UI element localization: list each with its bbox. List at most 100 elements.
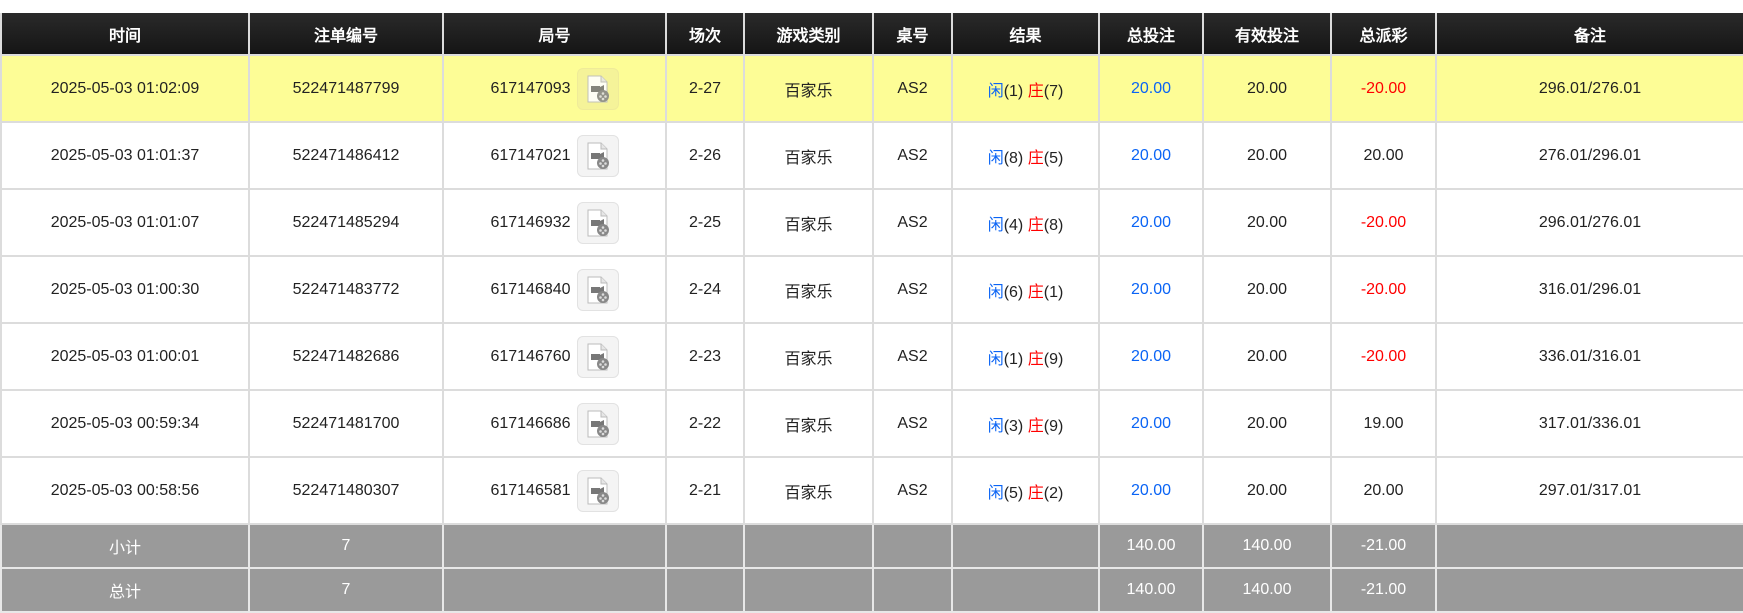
banker-score: (8) — [1043, 216, 1064, 234]
banker-label: 庄 — [1027, 149, 1044, 167]
summary-payout: -21.00 — [1330, 567, 1437, 613]
cell-round-id: 617147093 — [442, 54, 667, 123]
cell-table-no: AS2 — [872, 121, 953, 190]
cell-result: 闲(4) 庄(8) — [951, 188, 1100, 257]
column-header-session: 场次 — [665, 13, 745, 56]
cell-bet-id: 522471485294 — [248, 188, 444, 257]
cell-bet-id: 522471480307 — [248, 456, 444, 525]
cell-round-id: 617147021 — [442, 121, 667, 190]
video-file-icon[interactable] — [576, 402, 619, 445]
cell-result: 闲(1) 庄(7) — [951, 54, 1100, 123]
cell-session: 2-23 — [665, 322, 745, 391]
summary-empty-cell — [665, 523, 745, 569]
cell-valid-bet: 20.00 — [1202, 121, 1332, 190]
cell-valid-bet: 20.00 — [1202, 54, 1332, 123]
cell-time: 2025-05-03 00:58:56 — [0, 456, 250, 525]
cell-payout: -20.00 — [1330, 322, 1437, 391]
banker-label: 庄 — [1027, 350, 1044, 368]
cell-total-bet: 20.00 — [1098, 322, 1204, 391]
cell-time: 2025-05-03 01:01:37 — [0, 121, 250, 190]
cell-table-no: AS2 — [872, 54, 953, 123]
summary-empty-cell — [872, 523, 953, 569]
player-score: (1) — [1003, 82, 1024, 100]
summary-label: 总计 — [0, 567, 250, 613]
cell-bet-id: 522471481700 — [248, 389, 444, 458]
player-label: 闲 — [987, 149, 1004, 167]
cell-payout: 20.00 — [1330, 121, 1437, 190]
summary-valid-bet: 140.00 — [1202, 523, 1332, 569]
video-file-icon[interactable] — [576, 134, 619, 177]
banker-score: (9) — [1043, 350, 1064, 368]
cell-payout: 19.00 — [1330, 389, 1437, 458]
summary-payout: -21.00 — [1330, 523, 1437, 569]
player-score: (8) — [1003, 149, 1024, 167]
column-header-total-payout: 总派彩 — [1330, 13, 1437, 56]
total-row: 总计 7 140.00 140.00 -21.00 — [0, 567, 1743, 613]
column-header-game-type: 游戏类别 — [743, 13, 874, 56]
cell-total-bet: 20.00 — [1098, 456, 1204, 525]
cell-note: 297.01/317.01 — [1435, 456, 1743, 525]
banker-score: (9) — [1043, 417, 1064, 435]
cell-payout: -20.00 — [1330, 255, 1437, 324]
round-id: 617146581 — [490, 481, 571, 499]
cell-total-bet: 20.00 — [1098, 389, 1204, 458]
cell-payout: -20.00 — [1330, 188, 1437, 257]
cell-time: 2025-05-03 01:00:01 — [0, 322, 250, 391]
round-id: 617146840 — [490, 280, 571, 298]
summary-count: 7 — [248, 567, 444, 613]
cell-game-type: 百家乐 — [743, 389, 874, 458]
summary-empty-cell — [1435, 523, 1743, 569]
cell-time: 2025-05-03 00:59:34 — [0, 389, 250, 458]
cell-result: 闲(6) 庄(1) — [951, 255, 1100, 324]
banker-label: 庄 — [1027, 283, 1044, 301]
cell-valid-bet: 20.00 — [1202, 188, 1332, 257]
banker-label: 庄 — [1027, 484, 1044, 502]
subtotal-row: 小计 7 140.00 140.00 -21.00 — [0, 523, 1743, 569]
summary-total-bet: 140.00 — [1098, 523, 1204, 569]
cell-payout: 20.00 — [1330, 456, 1437, 525]
cell-game-type: 百家乐 — [743, 54, 874, 123]
video-file-icon[interactable] — [576, 268, 619, 311]
table-row: 2025-05-03 01:00:01 522471482686 617146760… — [0, 322, 1743, 391]
cell-table-no: AS2 — [872, 188, 953, 257]
banker-score: (7) — [1043, 82, 1064, 100]
player-score: (1) — [1003, 350, 1024, 368]
cell-round-id: 617146581 — [442, 456, 667, 525]
cell-session: 2-25 — [665, 188, 745, 257]
table-row: 2025-05-03 01:02:09 522471487799 617147093… — [0, 54, 1743, 123]
column-header-bet-id: 注单编号 — [248, 13, 444, 56]
column-header-valid-bet: 有效投注 — [1202, 13, 1332, 56]
video-file-icon[interactable] — [576, 335, 619, 378]
video-file-icon[interactable] — [576, 201, 619, 244]
table-row: 2025-05-03 00:59:34 522471481700 617146686… — [0, 389, 1743, 458]
cell-note: 296.01/276.01 — [1435, 54, 1743, 123]
summary-empty-cell — [442, 523, 667, 569]
cell-total-bet: 20.00 — [1098, 188, 1204, 257]
player-score: (4) — [1003, 216, 1024, 234]
banker-score: (2) — [1043, 484, 1064, 502]
cell-round-id: 617146840 — [442, 255, 667, 324]
banker-score: (1) — [1043, 283, 1064, 301]
banker-score: (5) — [1043, 149, 1064, 167]
column-header-round-id: 局号 — [442, 13, 667, 56]
cell-table-no: AS2 — [872, 255, 953, 324]
summary-empty-cell — [665, 567, 745, 613]
summary-empty-cell — [951, 523, 1100, 569]
video-file-icon[interactable] — [576, 67, 619, 110]
cell-session: 2-27 — [665, 54, 745, 123]
cell-note: 336.01/316.01 — [1435, 322, 1743, 391]
banker-label: 庄 — [1027, 216, 1044, 234]
cell-round-id: 617146932 — [442, 188, 667, 257]
table-header: 时间 注单编号 局号 场次 游戏类别 桌号 结果 总投注 有效投注 总派彩 备注 — [0, 13, 1743, 56]
video-file-icon[interactable] — [576, 469, 619, 512]
cell-time: 2025-05-03 01:02:09 — [0, 54, 250, 123]
cell-game-type: 百家乐 — [743, 456, 874, 525]
player-score: (3) — [1003, 417, 1024, 435]
table-row: 2025-05-03 01:00:30 522471483772 617146840… — [0, 255, 1743, 324]
cell-round-id: 617146760 — [442, 322, 667, 391]
round-id: 617147093 — [490, 79, 571, 97]
summary-label: 小计 — [0, 523, 250, 569]
cell-game-type: 百家乐 — [743, 121, 874, 190]
cell-total-bet: 20.00 — [1098, 121, 1204, 190]
cell-total-bet: 20.00 — [1098, 54, 1204, 123]
